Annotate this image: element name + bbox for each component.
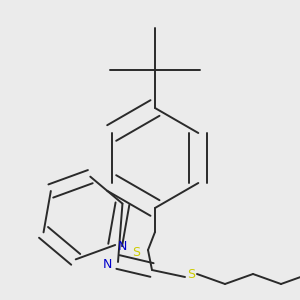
Text: N: N [103, 257, 112, 271]
Text: N: N [118, 241, 128, 254]
Text: S: S [187, 268, 195, 281]
Text: S: S [132, 245, 140, 259]
